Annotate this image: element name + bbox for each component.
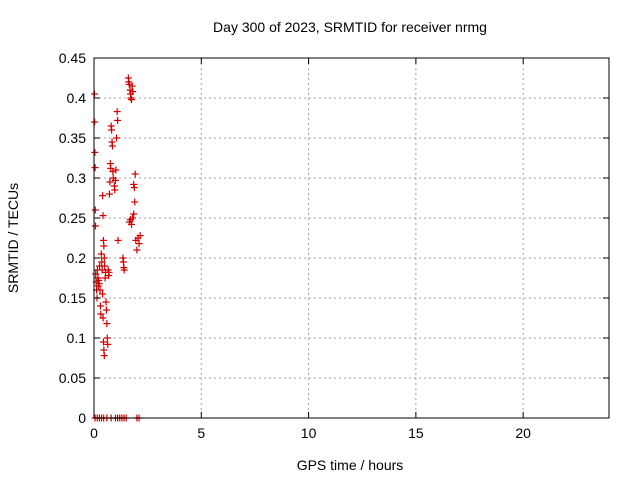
data-point [113, 134, 121, 142]
data-point [127, 94, 135, 102]
x-tick-label: 5 [197, 425, 205, 441]
data-point [99, 290, 107, 298]
data-point [129, 214, 137, 222]
data-point [103, 334, 111, 342]
data-point [101, 262, 109, 270]
data-point [114, 116, 122, 124]
data-point [99, 212, 107, 220]
data-point [130, 180, 138, 188]
chart-title: Day 300 of 2023, SRMTID for receiver nrm… [213, 19, 487, 35]
plot-frame [93, 57, 610, 419]
data-point [112, 166, 120, 174]
x-axis-label: GPS time / hours [297, 457, 404, 473]
data-point [133, 246, 141, 254]
data-point [130, 184, 138, 192]
y-axis-label: SRMTID / TECUs [5, 183, 21, 293]
x-tick-label: 0 [90, 425, 98, 441]
data-point [114, 236, 122, 244]
data-point [92, 222, 100, 230]
data-point [91, 148, 99, 156]
data-point [99, 338, 107, 346]
data-point [91, 164, 99, 172]
data-point [102, 298, 110, 306]
y-tick-label: 0 [78, 410, 86, 426]
data-point [99, 314, 107, 322]
ticks-layer: 0 5 10 15 20 0 0.05 0.1 0.15 0.2 0.25 0.3 0.35 0.4 0.4… [59, 50, 609, 441]
y-tick-label: 0.15 [59, 290, 86, 306]
y-tick-label: 0.05 [59, 370, 86, 386]
data-point [111, 186, 119, 194]
data-point [100, 352, 108, 360]
data-point [129, 88, 137, 96]
data-point [108, 142, 116, 150]
data-point [97, 310, 105, 318]
y-tick-label: 0.1 [67, 330, 87, 346]
y-tick-label: 0.35 [59, 130, 86, 146]
data-point [104, 340, 112, 348]
data-point [135, 240, 143, 248]
y-tick-label: 0.2 [67, 250, 87, 266]
data-point [105, 190, 113, 198]
data-point [96, 286, 104, 294]
data-point [130, 210, 138, 218]
data-point [102, 306, 110, 314]
data-point [128, 220, 136, 228]
data-point [131, 198, 139, 206]
data-point [113, 108, 121, 116]
data-point [97, 250, 105, 258]
data-point [99, 192, 107, 200]
data-point [98, 258, 106, 266]
data-point [120, 266, 128, 274]
x-tick-label: 15 [408, 425, 424, 441]
x-tick-label: 10 [301, 425, 317, 441]
grid-layer [94, 58, 609, 418]
data-point [105, 268, 113, 276]
data-point [100, 242, 108, 250]
data-point [92, 270, 100, 278]
data-point [95, 280, 103, 288]
x-tick-label: 20 [515, 425, 531, 441]
data-point [91, 118, 99, 126]
data-point [96, 302, 104, 310]
data-point [103, 320, 111, 328]
data-point [111, 176, 119, 184]
data-point [136, 232, 144, 240]
y-tick-label: 0.4 [67, 90, 87, 106]
data-point [109, 168, 117, 176]
data-point [100, 254, 108, 262]
y-tick-label: 0.25 [59, 210, 86, 226]
data-point [106, 178, 114, 186]
data-point [91, 206, 99, 214]
y-tick-label: 0.45 [59, 50, 86, 66]
data-point [128, 96, 136, 104]
y-tick-label: 0.3 [67, 170, 87, 186]
data-point [131, 170, 139, 178]
data-point [108, 126, 116, 134]
